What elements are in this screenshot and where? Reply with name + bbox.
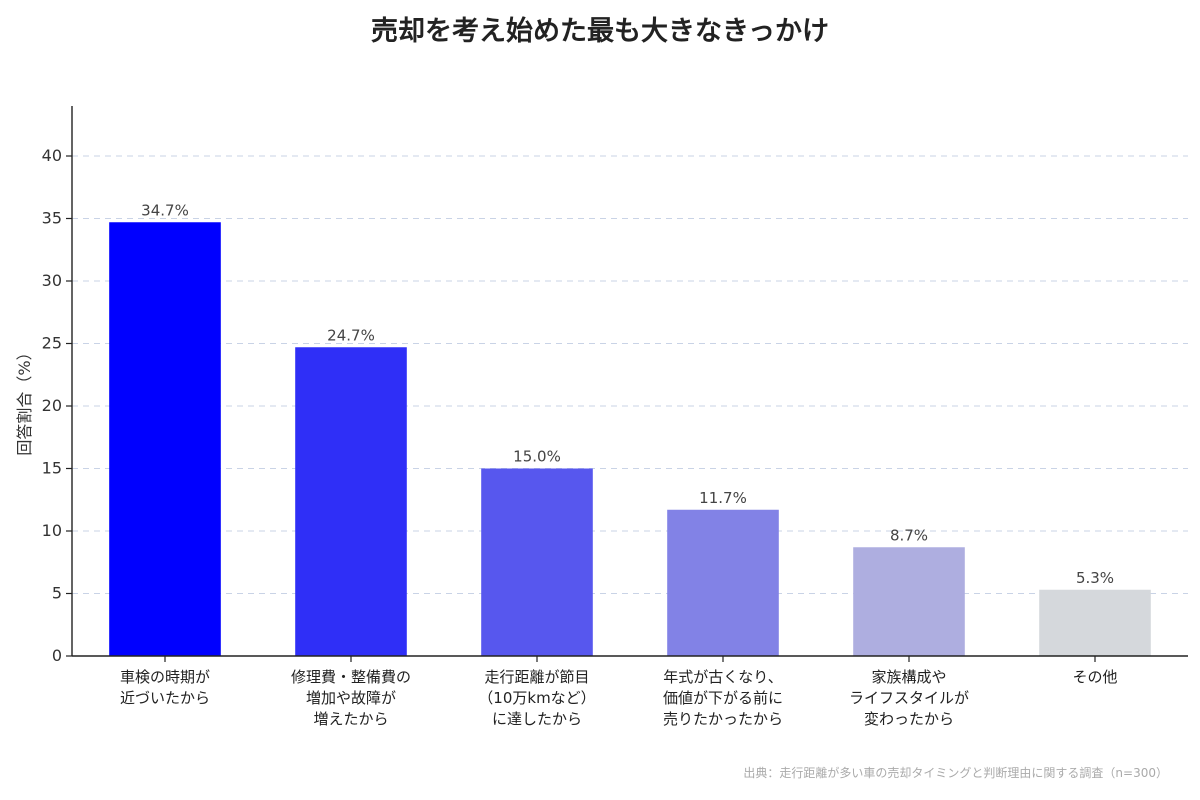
y-tick-label: 20 [42,396,62,415]
x-tick-label: に達したから [492,710,582,728]
bar-value-label: 11.7% [699,489,747,507]
y-tick-label: 25 [42,334,62,353]
y-tick-label: 35 [42,209,62,228]
source-note: 出典：走行距離が多い車の売却タイミングと判断理由に関する調査（n=300） [743,765,1168,780]
x-tick-label: 近づいたから [120,689,210,707]
bars: 34.7% 24.7% 15.0% 11.7% 8.7% 5.3% [109,201,1151,656]
x-tick-label: 年式が古くなり、 [663,668,782,686]
y-tick-label: 5 [52,584,62,603]
x-tick-label: （10万kmなど） [478,689,595,707]
y-axis-label: 回答割合（%） [15,344,34,455]
x-tick-label: ライフスタイルが [849,689,969,707]
x-tick-label: 増加や故障が [306,689,396,707]
x-tick-label: 家族構成や [871,668,946,686]
bar [853,547,965,656]
x-tick-label: 走行距離が節目 [484,668,589,686]
bar [109,222,221,656]
chart-title: 売却を考え始めた最も大きなきっかけ [371,15,829,47]
x-tick-label: 価値が下がる前に [663,689,783,707]
bar-value-label: 5.3% [1076,569,1114,587]
bar-value-label: 24.7% [327,326,375,344]
y-tick-label: 30 [42,271,62,290]
gridlines [72,155,1188,594]
y-tick-label: 10 [42,521,62,540]
bar-value-label: 15.0% [513,448,561,466]
x-tick-label: 車検の時期が [120,668,210,686]
x-tick-label: 増えたから [313,710,388,728]
y-tick-label: 0 [52,646,62,665]
x-tick-label: その他 [1072,668,1117,686]
x-tick-label: 修理費・整備費の [291,668,411,686]
x-tick-label: 変わったから [864,710,954,728]
y-tick-label: 15 [42,459,62,478]
bar [667,509,779,656]
y-tick-label: 40 [42,146,62,165]
bar [295,347,407,656]
bar-value-label: 8.7% [890,526,928,544]
bar [481,468,593,656]
x-tick-label: 売りたかったから [663,710,783,728]
bar [1039,589,1151,656]
bar-value-label: 34.7% [141,201,189,219]
